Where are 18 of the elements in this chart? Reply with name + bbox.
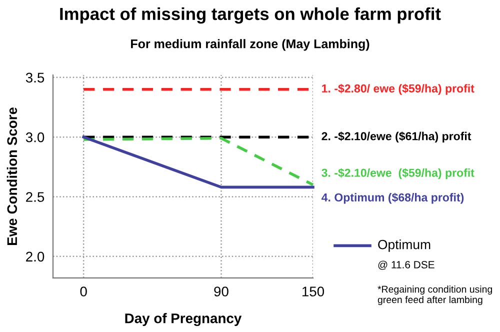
y-tick-label: 3.0: [26, 132, 44, 142]
series-label: 4. Optimum ($68/ha profit): [322, 192, 464, 204]
chart-title: Impact of missing targets on whole farm profit: [60, 7, 441, 24]
text: Optimum: [378, 240, 430, 252]
series-label: 1. -$2.80/ ewe ($59/ha) profit: [322, 84, 474, 95]
y-axis-title: Ewe Condition Score: [6, 107, 18, 245]
x-axis-title: Day of Pregnancy: [125, 313, 242, 326]
text: *Regaining condition using green feed after lambing: [378, 286, 492, 306]
x-tick-label: 150: [302, 286, 324, 296]
y-tick-label: 2.5: [26, 192, 44, 202]
series-label: 3. -$2.10/ewe ($59/ha) profit: [322, 168, 474, 180]
y-tick-label: 3.5: [26, 72, 44, 83]
series-label: 2. -$2.10/ewe ($61/ha) profit: [322, 132, 472, 143]
text: @ 11.6 DSE: [378, 260, 434, 270]
x-tick-label: 90: [214, 286, 228, 296]
chart-subtitle: For medium rainfall zone (May Lambing): [131, 39, 370, 51]
x-tick-label: 0: [80, 286, 87, 296]
y-tick-label: 2.0: [26, 252, 44, 262]
